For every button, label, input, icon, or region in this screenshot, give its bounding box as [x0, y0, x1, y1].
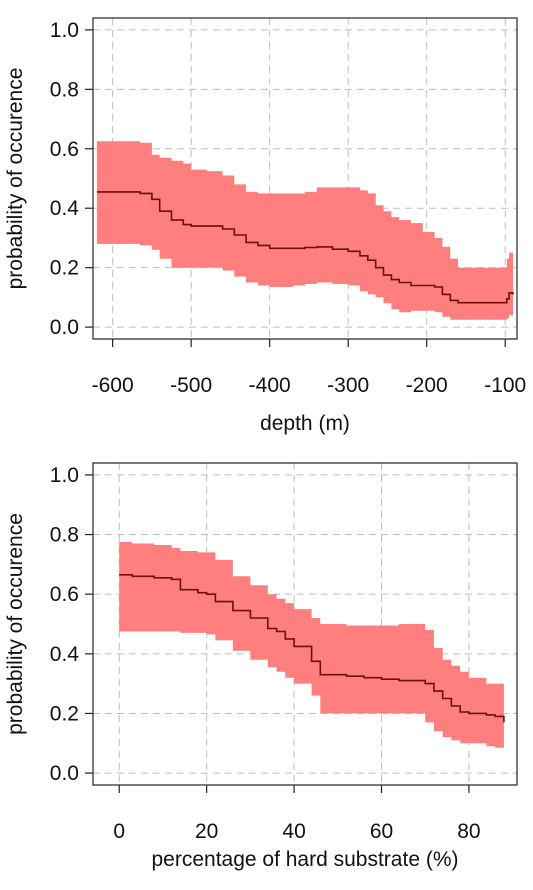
plot-frame — [92, 17, 518, 340]
y-tick-label-2: 0.4 — [50, 197, 80, 220]
x-axis-title: percentage of hard substrate (%) — [151, 848, 458, 871]
y-tick-label-5: 1.0 — [50, 19, 79, 42]
x-tick-label-1: 20 — [195, 820, 218, 843]
mean-line — [119, 574, 505, 723]
confidence-band — [119, 542, 504, 750]
y-tick-label-0: 0.0 — [50, 762, 79, 785]
x-tick-label-0: 0 — [113, 820, 125, 843]
y-tick-label-4: 0.8 — [50, 524, 79, 547]
plot-frame — [92, 462, 518, 786]
x-tick-label-0: -600 — [92, 374, 134, 397]
y-tick-label-3: 0.6 — [50, 583, 79, 606]
y-tick-label-5: 1.0 — [50, 464, 79, 487]
x-tick-label-3: -300 — [327, 374, 369, 397]
y-axis-title: probability of occurence — [4, 513, 27, 735]
confidence-band — [96, 141, 514, 320]
y-axis-title: probability of occurence — [4, 68, 27, 290]
mean-line — [96, 191, 514, 304]
x-tick-label-5: -100 — [484, 374, 526, 397]
y-tick-label-1: 0.2 — [50, 257, 79, 280]
y-tick-label-4: 0.8 — [50, 78, 79, 101]
substrate-chart: 0.0 0.2 0.4 0.6 0.8 1.0 0 20 40 60 80 percentage of… — [4, 462, 518, 871]
x-tick-label-2: -400 — [249, 374, 291, 397]
x-tick-label-1: -500 — [170, 374, 212, 397]
y-tick-label-3: 0.6 — [50, 138, 79, 161]
x-tick-label-3: 60 — [370, 820, 393, 843]
x-tick-label-2: 40 — [282, 820, 305, 843]
depth-chart: 0.0 0.2 0.4 0.6 0.8 1.0 -600 -500 -400 -300 -200 -1… — [4, 17, 526, 435]
y-tick-label-0: 0.0 — [50, 316, 79, 339]
x-axis-title: depth (m) — [260, 412, 350, 435]
x-tick-label-4: 80 — [457, 820, 480, 843]
y-tick-label-1: 0.2 — [50, 702, 79, 725]
y-tick-label-2: 0.4 — [50, 643, 80, 666]
x-tick-label-4: -200 — [406, 374, 448, 397]
